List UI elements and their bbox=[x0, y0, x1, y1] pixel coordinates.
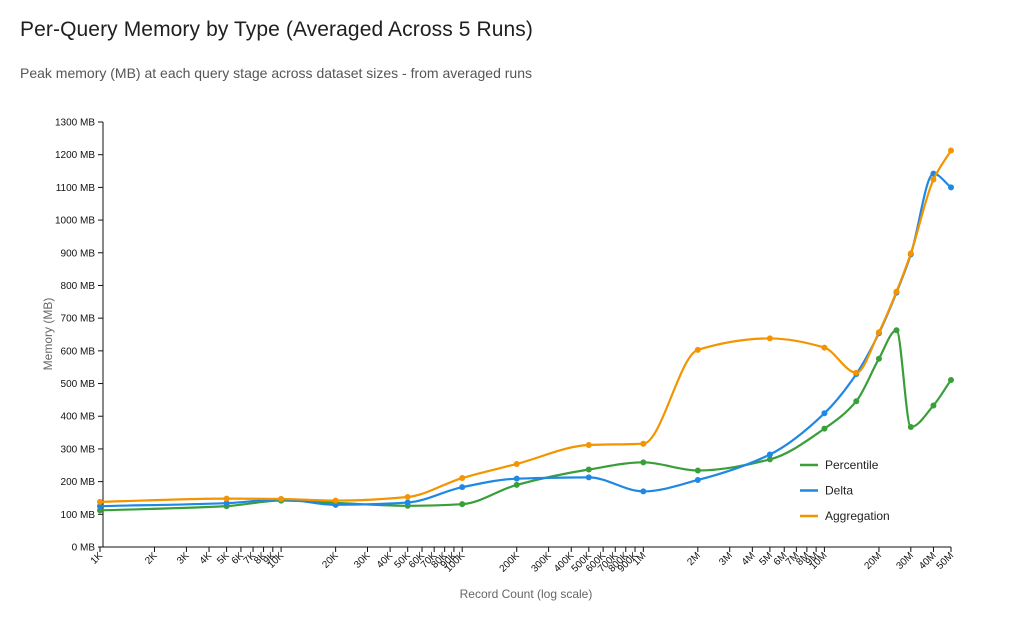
data-point-aggregation bbox=[893, 288, 900, 295]
series-layer bbox=[97, 147, 954, 514]
data-point-delta bbox=[513, 475, 520, 482]
data-point-delta bbox=[97, 503, 103, 510]
x-tick-label: 200K bbox=[498, 550, 523, 575]
legend-label: Aggregation bbox=[825, 509, 890, 523]
y-tick-label: 100 MB bbox=[61, 510, 96, 521]
data-point-aggregation bbox=[513, 460, 520, 467]
data-point-aggregation bbox=[404, 493, 411, 500]
data-point-aggregation bbox=[875, 329, 882, 336]
data-point-delta bbox=[948, 184, 954, 191]
x-tick-label: 2K bbox=[143, 550, 160, 567]
data-point-aggregation bbox=[332, 497, 339, 504]
y-tick-label: 1300 MB bbox=[55, 118, 95, 129]
legend-item-delta: Delta bbox=[800, 484, 853, 498]
y-tick-label: 1100 MB bbox=[56, 183, 96, 194]
data-point-aggregation bbox=[585, 442, 592, 448]
x-tick-label: 300K bbox=[529, 550, 554, 575]
data-point-aggregation bbox=[907, 250, 914, 257]
series-line-delta bbox=[99, 172, 952, 508]
data-point-percentile bbox=[893, 327, 900, 334]
x-tick-label: 2M bbox=[685, 550, 703, 568]
x-tick-label: 20M bbox=[863, 550, 885, 572]
y-tick-label: 600 MB bbox=[61, 346, 96, 357]
data-point-percentile bbox=[513, 481, 520, 488]
x-tick-label: 40M bbox=[917, 550, 939, 572]
y-tick-label: 1200 MB bbox=[55, 150, 95, 161]
y-tick-label: 300 MB bbox=[61, 444, 96, 455]
data-point-aggregation bbox=[930, 176, 937, 183]
x-tick-label: 50M bbox=[935, 550, 957, 572]
data-point-delta bbox=[332, 501, 339, 508]
data-point-percentile bbox=[640, 459, 647, 466]
y-axis: 0 MB 100 MB 200 MB 300 MB 400 MB 500 MB 600 MB… bbox=[55, 118, 104, 554]
data-point-percentile bbox=[821, 425, 828, 432]
y-axis-ticks: 0 MB 100 MB 200 MB 300 MB 400 MB 500 MB 600 MB… bbox=[55, 118, 103, 554]
data-point-percentile bbox=[459, 501, 466, 508]
data-point-delta bbox=[821, 410, 828, 417]
x-tick-label: 30K bbox=[352, 550, 373, 571]
data-point-delta bbox=[404, 499, 411, 506]
data-point-percentile bbox=[875, 355, 882, 362]
series-line-percentile bbox=[99, 329, 952, 512]
data-point-percentile bbox=[694, 467, 701, 474]
data-point-delta bbox=[766, 451, 773, 458]
x-tick-label: 3K bbox=[175, 550, 192, 567]
data-point-percentile bbox=[766, 456, 773, 463]
y-tick-label: 900 MB bbox=[61, 248, 96, 259]
data-point-aggregation bbox=[97, 498, 103, 505]
data-point-aggregation bbox=[766, 335, 773, 342]
data-point-percentile bbox=[97, 507, 103, 514]
data-point-delta bbox=[694, 476, 701, 483]
x-tick-label: 30M bbox=[894, 550, 916, 572]
y-tick-label: 700 MB bbox=[61, 314, 96, 325]
x-axis-label: Record Count (log scale) bbox=[460, 587, 593, 601]
data-point-aggregation bbox=[821, 344, 828, 351]
data-point-delta bbox=[640, 488, 647, 495]
data-point-aggregation bbox=[948, 147, 954, 154]
y-tick-label: 800 MB bbox=[61, 281, 96, 292]
page-title: Per-Query Memory by Type (Averaged Acros… bbox=[20, 18, 533, 41]
data-point-percentile bbox=[853, 398, 860, 405]
series-aggregation bbox=[97, 147, 954, 505]
x-tick-label: 40K bbox=[375, 550, 396, 571]
data-point-delta bbox=[585, 474, 592, 481]
legend-label: Percentile bbox=[825, 458, 879, 472]
y-tick-label: 0 MB bbox=[72, 543, 96, 554]
data-point-percentile bbox=[948, 376, 954, 383]
data-point-delta bbox=[459, 484, 466, 491]
data-point-delta bbox=[223, 500, 230, 507]
x-tick-label: 4K bbox=[198, 550, 215, 567]
chart-subtitle: Peak memory (MB) at each query stage acr… bbox=[20, 65, 532, 81]
data-point-percentile bbox=[930, 402, 937, 409]
data-point-aggregation bbox=[278, 495, 285, 502]
data-point-aggregation bbox=[459, 475, 466, 482]
x-tick-label: 3M bbox=[717, 550, 735, 568]
y-tick-label: 500 MB bbox=[61, 379, 96, 390]
data-point-percentile bbox=[907, 424, 914, 431]
y-tick-label: 200 MB bbox=[61, 477, 96, 488]
x-tick-label: 20K bbox=[320, 550, 341, 571]
legend-item-aggregation: Aggregation bbox=[800, 509, 890, 523]
y-tick-label: 400 MB bbox=[61, 412, 96, 423]
legend-label: Delta bbox=[825, 484, 853, 498]
legend-item-percentile: Percentile bbox=[800, 458, 879, 472]
data-point-aggregation bbox=[640, 440, 647, 447]
chart-legend: Percentile Delta Aggregation bbox=[800, 458, 890, 523]
x-tick-label: 4M bbox=[740, 550, 758, 568]
y-axis-label: Memory (MB) bbox=[41, 298, 55, 371]
data-point-aggregation bbox=[694, 346, 701, 353]
data-point-aggregation bbox=[853, 369, 860, 376]
series-line-aggregation bbox=[99, 149, 952, 503]
data-point-percentile bbox=[585, 466, 592, 473]
data-point-aggregation bbox=[223, 495, 230, 502]
y-tick-label: 1000 MB bbox=[55, 216, 95, 227]
